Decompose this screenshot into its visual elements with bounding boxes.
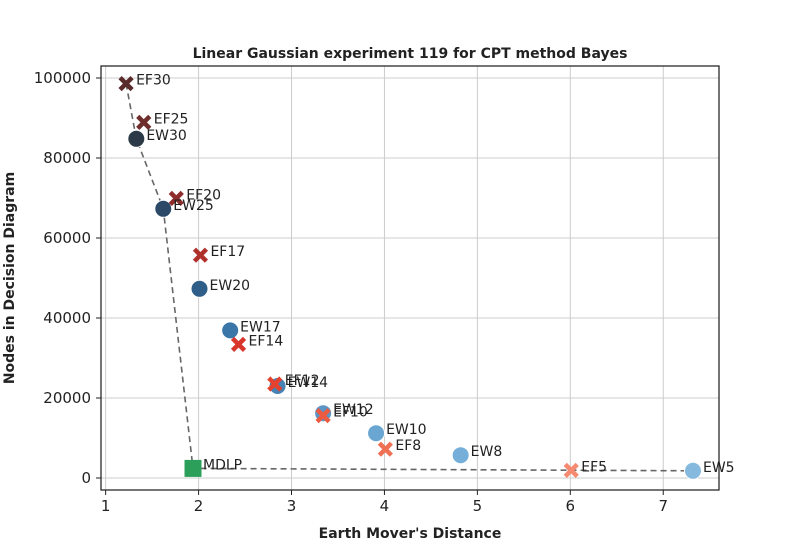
point-ef20 [168, 190, 184, 206]
point-ew17 [221, 321, 240, 340]
label-ew14: EW14 [288, 375, 329, 391]
point-ew25 [154, 199, 173, 218]
chart-title: Linear Gaussian experiment 119 for CPT m… [193, 46, 628, 62]
label-ew10: EW10 [386, 422, 427, 438]
point-ew10 [367, 424, 386, 443]
data-marks [118, 76, 702, 480]
y-axis-label: Nodes in Decision Diagram [2, 172, 18, 384]
y-tick-label: 80000 [43, 149, 91, 167]
label-ef17: EF17 [210, 244, 245, 260]
point-ef12 [267, 376, 283, 392]
x-tick-label: 5 [473, 497, 483, 515]
x-tick-label: 1 [101, 497, 111, 515]
point-ew20 [190, 279, 209, 298]
point-mdlp [184, 459, 202, 477]
label-ew8: EW8 [471, 444, 503, 460]
label-ef14: EF14 [249, 333, 284, 349]
label-ef20: EF20 [186, 187, 221, 203]
y-tick-label: 100000 [34, 69, 91, 87]
y-tick-label: 60000 [43, 229, 91, 247]
y-tick-label: 20000 [43, 389, 91, 407]
point-ew30 [127, 129, 146, 148]
label-ef12: EF12 [285, 373, 320, 389]
point-ef14 [230, 336, 247, 352]
point-ef17 [192, 247, 209, 263]
plot-frame [100, 65, 720, 491]
x-tick-label: 2 [194, 497, 204, 515]
point-ew5 [683, 461, 702, 480]
x-axis-label: Earth Mover's Distance [319, 526, 502, 542]
point-ef25 [136, 114, 152, 130]
label-ef5: EF5 [581, 459, 607, 475]
y-tick-label: 40000 [43, 309, 91, 327]
point-ef30 [118, 76, 134, 92]
x-tick-label: 3 [287, 497, 297, 515]
point-ef8 [377, 441, 393, 457]
label-ew12: EW12 [333, 402, 374, 418]
x-tick-label: 7 [658, 497, 668, 515]
axis-ticks: 1 2 3 4 5 6 7 0 20000 40000 60000 80000 100000 [34, 69, 668, 515]
x-tick-label: 4 [380, 497, 390, 515]
point-ef10 [315, 408, 331, 424]
label-ew25: EW25 [173, 198, 214, 214]
grid-lines [101, 66, 719, 490]
label-ef25: EF25 [154, 111, 189, 127]
point-ew8 [451, 446, 470, 465]
y-tick-label: 0 [81, 469, 91, 487]
label-mdlp: MDLP [203, 457, 242, 473]
label-ew20: EW20 [210, 278, 251, 294]
point-ef5 [563, 462, 579, 478]
x-tick-label: 6 [566, 497, 576, 515]
label-ew30: EW30 [146, 128, 187, 144]
point-labels: EW30EW25EW20EW17EW14EW12EW10EW8EW5EF30EF… [136, 73, 734, 476]
label-ef8: EF8 [395, 438, 421, 454]
label-ef10: EF10 [333, 405, 368, 421]
label-ef30: EF30 [136, 73, 171, 89]
label-ew17: EW17 [240, 319, 281, 335]
